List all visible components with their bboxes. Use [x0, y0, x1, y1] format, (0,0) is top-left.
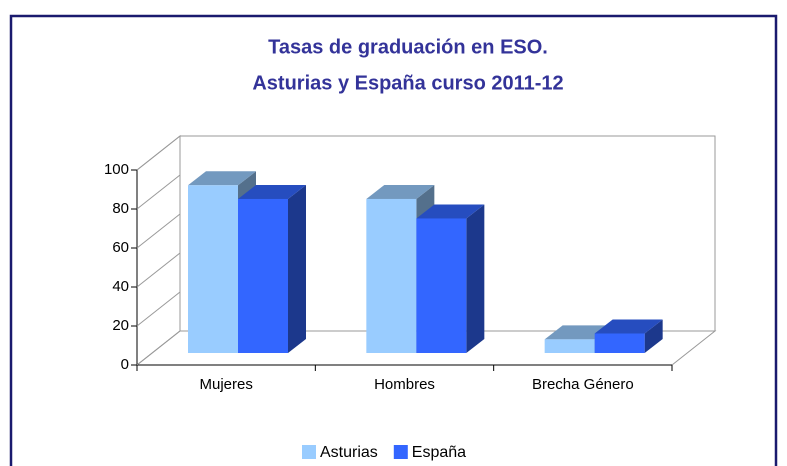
y-tick-label: 40 [112, 278, 129, 295]
bar-top [416, 204, 485, 219]
legend-swatch [393, 445, 408, 459]
bar [594, 333, 645, 353]
chart-title: Tasas de graduación en ESO. [268, 36, 548, 58]
bar-top [594, 319, 663, 334]
bar [416, 218, 467, 353]
y-tick-label: 60 [112, 239, 129, 256]
y-tick-label: 100 [104, 161, 129, 178]
side-wall [136, 134, 181, 367]
bar-top [188, 171, 256, 186]
bar-side [644, 319, 663, 353]
bar-side [288, 184, 306, 353]
y-tick-label: 80 [112, 200, 129, 217]
legend-label: España [412, 444, 466, 461]
bar [188, 185, 238, 353]
bar-top [366, 184, 435, 199]
x-tick-label: Brecha Género [532, 376, 634, 393]
grid-line [136, 174, 181, 210]
y-tick-label: 20 [112, 317, 129, 334]
bar-side [466, 204, 485, 353]
grid-line [136, 135, 181, 171]
bar-top [238, 184, 306, 199]
y-tick-label: 0 [121, 356, 129, 373]
bar [544, 339, 595, 353]
x-tick-label: Mujeres [199, 376, 252, 393]
grid-line [136, 291, 181, 327]
x-tick-label: Hombres [374, 376, 435, 393]
chart-subtitle: Asturias y España curso 2011-12 [252, 72, 563, 94]
grid-line [136, 252, 181, 288]
bar [366, 198, 417, 353]
legend-swatch [302, 445, 316, 459]
bar [238, 198, 288, 353]
grid-line [136, 330, 181, 366]
grid-line [136, 213, 181, 249]
legend-label: Asturias [320, 444, 378, 461]
